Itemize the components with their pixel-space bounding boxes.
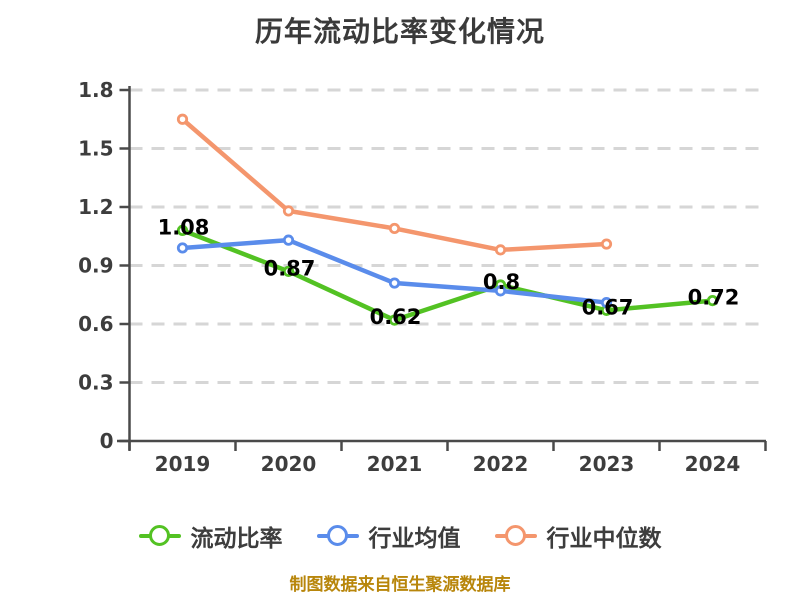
data-point xyxy=(176,242,189,254)
data-point-label: 0.8 xyxy=(483,270,520,294)
y-tick-label: 0.9 xyxy=(78,254,113,278)
data-point xyxy=(706,294,719,307)
data-point xyxy=(388,222,401,235)
y-tick-label: 1.5 xyxy=(78,137,113,161)
data-labels: 1.08 0.87 0.62 0.8 0.67 0.72 xyxy=(158,215,740,329)
industry-average-marker-icon xyxy=(316,523,359,549)
x-axis: 2019 2020 2021 2022 2023 2024 xyxy=(117,439,767,476)
series-line-current-ratio xyxy=(180,228,715,323)
data-point-label: 0.62 xyxy=(370,305,422,329)
data-point xyxy=(388,314,401,326)
data-point xyxy=(176,224,189,236)
legend-label-industry-median: 行业中位数 xyxy=(546,526,662,552)
y-tick-label: 0.6 xyxy=(78,312,113,336)
y-tick-label: 0.3 xyxy=(78,371,113,395)
data-point xyxy=(388,277,401,289)
data-source-note: 制图数据来自恒生聚源数据库 xyxy=(289,575,511,595)
x-tick-label: 2020 xyxy=(261,452,317,476)
data-point xyxy=(494,285,507,297)
chart-title: 历年流动比率变化情况 xyxy=(254,15,545,48)
data-point xyxy=(176,113,189,125)
data-point-label: 0.67 xyxy=(582,295,634,319)
data-point-label: 0.87 xyxy=(264,256,316,280)
series-markers-industry-median xyxy=(176,113,613,256)
x-tick-label: 2022 xyxy=(473,452,529,476)
y-tick-label: 1.8 xyxy=(78,78,113,102)
industry-median-marker-icon xyxy=(494,523,537,549)
data-point xyxy=(494,244,507,256)
data-point xyxy=(600,238,613,250)
x-tick-label: 2023 xyxy=(579,452,635,476)
y-tick-label: 0 xyxy=(100,429,114,453)
series-markers-industry-average xyxy=(176,234,613,309)
x-tick-label: 2024 xyxy=(685,452,741,476)
data-point-label: 1.08 xyxy=(158,215,210,239)
data-point xyxy=(282,205,295,217)
legend-label-industry-average: 行业均值 xyxy=(368,526,461,552)
data-point xyxy=(282,234,295,246)
legend-item-industry-median[interactable]: 行业中位数 xyxy=(494,519,662,553)
data-point-label: 0.72 xyxy=(688,286,740,310)
current-ratio-marker-icon xyxy=(138,523,181,549)
y-tick-label: 1.2 xyxy=(78,195,113,219)
y-gridlines xyxy=(129,88,764,384)
legend-item-industry-average[interactable]: 行业均值 xyxy=(316,519,461,553)
y-axis: 0 0.3 0.6 0.9 1.2 1.5 1.8 xyxy=(78,78,131,453)
legend: 流动比率 行业均值 行业中位数 xyxy=(0,519,800,553)
legend-label-current-ratio: 流动比率 xyxy=(190,526,283,552)
x-tick-label: 2019 xyxy=(155,452,211,476)
data-point xyxy=(600,296,613,309)
legend-item-current-ratio[interactable]: 流动比率 xyxy=(138,519,283,553)
data-point xyxy=(282,265,295,277)
x-tick-label: 2021 xyxy=(367,452,423,476)
